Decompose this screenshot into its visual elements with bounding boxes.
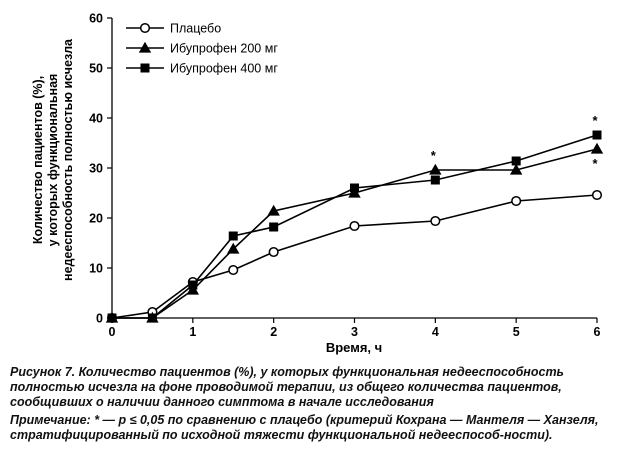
y-tick-label: 20: [89, 212, 103, 226]
x-tick-label: 5: [513, 325, 520, 339]
y-axis-label-line: недееспособность полностью исчезла: [61, 38, 75, 281]
data-point-triangle: [227, 242, 240, 254]
data-point-circle: [511, 195, 522, 207]
significance-asterisk: *: [431, 148, 437, 163]
series-1: [106, 189, 603, 324]
legend: Плацебо Ибупрофен 200 мг Ибупрофен 400 мг: [126, 22, 278, 76]
x-tick-label: 3: [351, 325, 358, 339]
significance-asterisk: *: [592, 113, 598, 128]
y-tick-label: 60: [89, 12, 103, 26]
data-point-triangle: [590, 142, 604, 154]
y-ticks: 0 10 20 30 40 50 60: [89, 12, 112, 326]
data-point-circle: [430, 215, 441, 227]
data-point-square: [188, 280, 198, 290]
x-axis-label: Время, ч: [326, 340, 382, 355]
y-tick-label: 40: [89, 112, 103, 126]
y-tick-label: 0: [96, 312, 103, 326]
data-point-triangle: [267, 204, 280, 216]
series-3: [107, 130, 602, 323]
note-label: Примечание:: [10, 413, 91, 427]
data-point-square: [147, 313, 157, 323]
data-point-square: [350, 183, 359, 193]
note-text: * — p ≤ 0,05 по сравнению с плацебо (кри…: [10, 413, 599, 442]
caption-text: Количество пациентов (%), у которых функ…: [10, 365, 564, 409]
series-line: [111, 194, 598, 319]
figure-note: Примечание: * — p ≤ 0,05 по сравнению с …: [10, 413, 622, 443]
y-tick-label: 50: [89, 62, 103, 76]
data-point-circle: [268, 246, 279, 258]
figure-caption: Рисунок 7. Количество пациентов (%), у к…: [10, 365, 622, 410]
y-tick-label: 30: [89, 162, 103, 176]
legend-item: Плацебо: [126, 22, 221, 36]
data-point-square: [107, 313, 117, 323]
data-point-triangle: [429, 163, 442, 175]
x-ticks: 0 1 2 3 4 5 6: [109, 318, 601, 339]
data-point-square: [430, 175, 440, 185]
x-tick-label: 0: [109, 325, 116, 339]
y-axis-label: Количество пациентов (%), у которых функц…: [31, 38, 75, 281]
data-point-square: [269, 222, 279, 232]
x-tick-label: 4: [432, 325, 439, 339]
x-tick-label: 6: [594, 325, 601, 339]
data-point-triangle: [509, 163, 523, 175]
y-axis-label-line: у которых функциональная: [46, 74, 60, 247]
data-point-square: [140, 63, 150, 73]
data-point-triangle: [138, 41, 152, 53]
line-chart: 0 10 20 30 40 50 60 0 1 2 3 4 5 6 * * * Плацебо Ибупроф…: [31, 12, 604, 355]
y-axis-label-line: Количество пациентов (%),: [31, 76, 45, 244]
data-point-circle: [349, 220, 360, 232]
annotations: * * *: [431, 113, 599, 171]
legend-label: Ибупрофен 400 мг: [170, 62, 278, 76]
legend-label: Плацебо: [170, 22, 221, 36]
x-tick-label: 1: [189, 325, 196, 339]
data-point-circle: [139, 22, 151, 34]
caption-label: Рисунок 7.: [10, 365, 76, 379]
series-layer: [105, 130, 604, 324]
data-point-circle: [228, 264, 239, 276]
significance-asterisk: *: [592, 156, 598, 171]
data-point-square: [511, 156, 521, 166]
series-line: [112, 148, 598, 319]
data-point-square: [228, 231, 238, 241]
data-point-square: [592, 130, 602, 140]
data-point-circle: [591, 189, 603, 201]
y-tick-label: 10: [89, 262, 103, 276]
legend-item: Ибупрофен 200 мг: [126, 42, 278, 56]
legend-item: Ибупрофен 400 мг: [126, 62, 278, 76]
legend-label: Ибупрофен 200 мг: [170, 42, 278, 56]
x-tick-label: 2: [270, 325, 277, 339]
